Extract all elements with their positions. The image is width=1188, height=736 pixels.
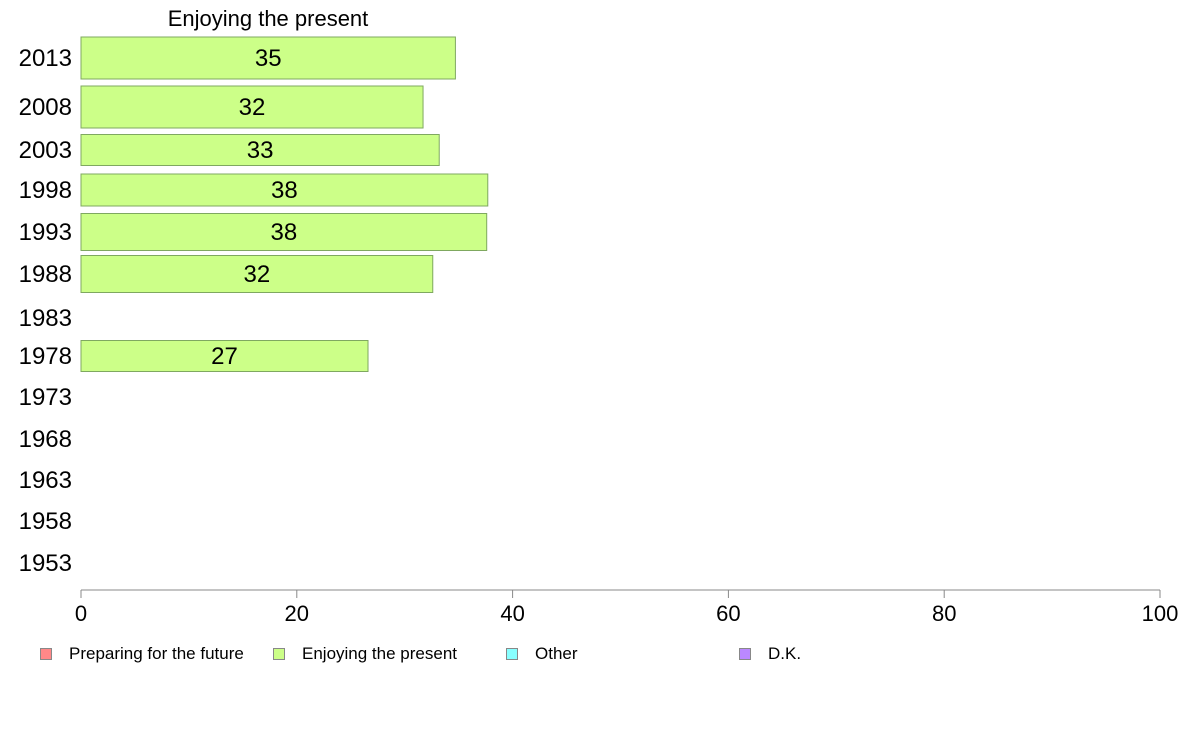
x-tick-label: 80 [932,601,956,626]
x-axis: 0 20 40 60 80 100 [75,589,1179,626]
x-tick-label: 0 [75,601,87,626]
legend-swatch-enjoying [273,648,285,660]
legend-item-preparing: Preparing for the future [40,643,244,665]
y-tick-label: 1988 [19,261,72,288]
legend-item-enjoying: Enjoying the present [273,643,457,665]
bar-value-label: 27 [211,343,238,370]
bar [80,36,456,80]
legend-item-dk: D.K. [739,643,801,665]
legend-label-enjoying: Enjoying the present [302,644,457,663]
legend-label-dk: D.K. [768,644,802,663]
legend: Preparing for the future Enjoying the pr… [0,643,1188,665]
bar [80,173,489,207]
y-tick-label: 1973 [19,384,72,411]
legend-label-other: Other [535,644,578,663]
bar-value-label: 33 [247,137,274,164]
x-tick-label: 40 [500,601,524,626]
y-tick-label: 1953 [19,550,72,577]
chart-title: Enjoying the present [168,6,369,31]
legend-swatch-dk [739,648,751,660]
legend-item-other: Other [506,643,578,665]
x-tick-label: 60 [716,601,740,626]
y-tick-label: 1983 [19,305,72,332]
bar-value-label: 38 [271,177,298,204]
legend-swatch-other [506,648,518,660]
bar [80,134,440,166]
y-tick-label: 2013 [19,45,72,72]
y-tick-label: 1978 [19,343,72,370]
x-tick-label: 20 [285,601,309,626]
y-tick-label: 2008 [19,94,72,121]
bar-value-label: 32 [239,94,266,121]
legend-label-preparing: Preparing for the future [69,644,244,663]
bar-value-label: 35 [255,45,282,72]
bar [80,213,488,251]
bar [80,255,434,293]
bar-value-label: 38 [271,219,298,246]
legend-swatch-preparing [40,648,52,660]
y-tick-label: 1993 [19,219,72,246]
bar [80,340,369,372]
y-tick-label: 1968 [19,426,72,453]
bar-value-label: 32 [244,261,271,288]
x-tick-label: 100 [1142,601,1179,626]
y-tick-label: 2003 [19,137,72,164]
y-axis-labels: 2013 2008 2003 1998 1993 1988 1983 1978 1973 1968… [19,45,72,577]
y-tick-label: 1998 [19,177,72,204]
y-tick-label: 1963 [19,467,72,494]
bar [80,85,424,129]
y-tick-label: 1958 [19,508,72,535]
